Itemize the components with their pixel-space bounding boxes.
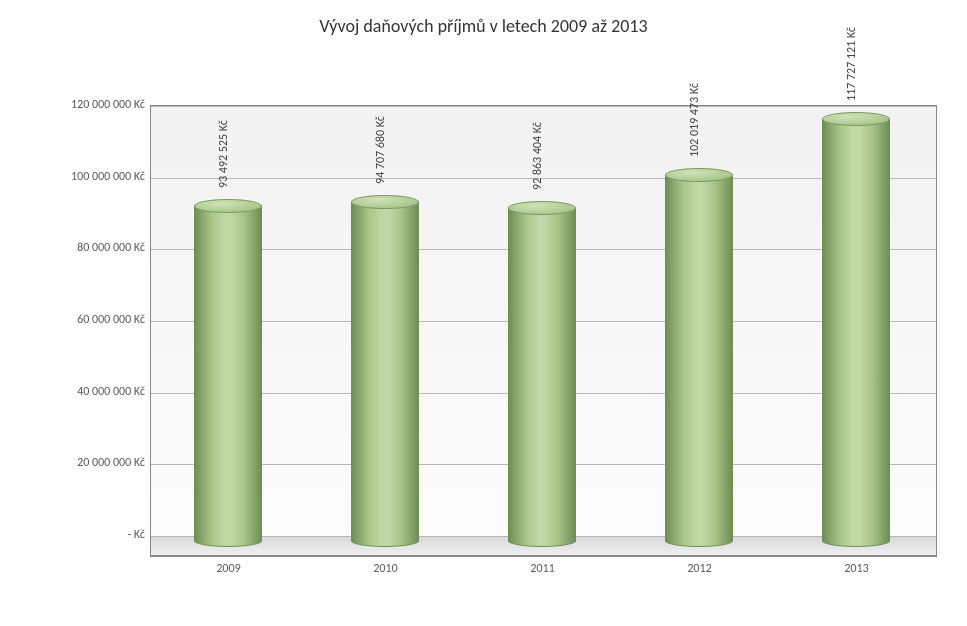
bar-value-label: 94 707 680 Kč bbox=[374, 116, 388, 184]
bar-cylinder bbox=[194, 206, 262, 541]
bar-top-cap bbox=[194, 199, 262, 213]
bar-body bbox=[194, 206, 262, 541]
chart-container: Vývoj daňových příjmů v letech 2009 až 2… bbox=[0, 0, 967, 626]
bar-body bbox=[665, 175, 733, 541]
bar-body bbox=[508, 208, 576, 541]
bar-body bbox=[351, 202, 419, 541]
bar-value-label: 102 019 473 Kč bbox=[688, 83, 702, 157]
bar-value-label: 117 727 121 Kč bbox=[845, 27, 859, 101]
x-axis-tick: 2013 bbox=[778, 562, 935, 576]
y-axis-tick: 80 000 000 Kč bbox=[25, 241, 145, 255]
y-axis-tick: 20 000 000 Kč bbox=[25, 456, 145, 470]
y-axis-tick: 120 000 000 Kč bbox=[25, 98, 145, 112]
y-axis-tick: 60 000 000 Kč bbox=[25, 313, 145, 327]
bar-value-label: 93 492 525 Kč bbox=[217, 120, 231, 188]
x-axis-tick: 2010 bbox=[307, 562, 464, 576]
plot-floor-edge bbox=[151, 555, 936, 556]
y-axis-tick: 100 000 000 Kč bbox=[25, 170, 145, 184]
chart-title: Vývoj daňových příjmů v letech 2009 až 2… bbox=[0, 15, 967, 37]
bar-cylinder bbox=[822, 119, 890, 541]
bar-cylinder bbox=[351, 202, 419, 541]
bar-top-cap bbox=[351, 195, 419, 209]
bars-layer: 93 492 525 Kč 94 707 680 Kč 92 863 404 K… bbox=[150, 105, 935, 555]
bar-cylinder bbox=[508, 208, 576, 541]
bar-cylinder bbox=[665, 175, 733, 541]
bar-body bbox=[822, 119, 890, 541]
x-axis-tick: 2012 bbox=[621, 562, 778, 576]
bar-value-label: 92 863 404 Kč bbox=[531, 122, 545, 190]
x-axis-tick: 2011 bbox=[464, 562, 621, 576]
y-axis-tick: 40 000 000 Kč bbox=[25, 385, 145, 399]
y-axis-tick: - Kč bbox=[25, 528, 145, 542]
x-axis-tick: 2009 bbox=[150, 562, 307, 576]
